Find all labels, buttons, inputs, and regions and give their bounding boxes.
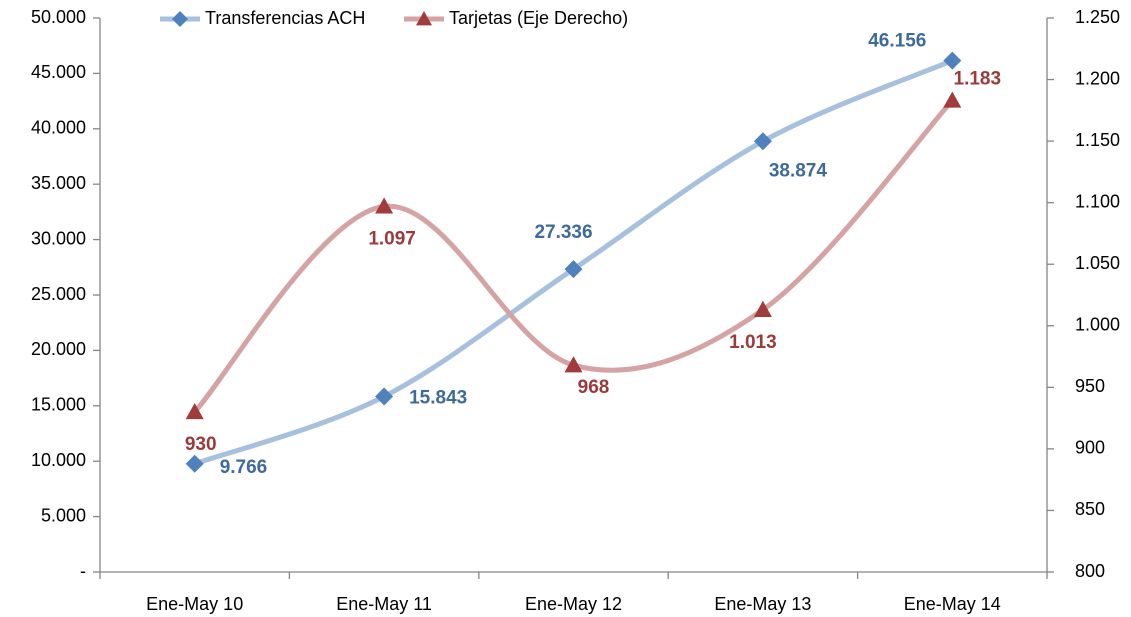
y-tick-label: 30.000 bbox=[31, 228, 86, 248]
legend-label: Transferencias ACH bbox=[205, 8, 365, 28]
y-tick-label: 40.000 bbox=[31, 118, 86, 138]
marker-diamond bbox=[943, 51, 962, 70]
y-tick-label: 35.000 bbox=[31, 173, 86, 193]
marker-triangle bbox=[416, 11, 432, 26]
y-tick-label: 5.000 bbox=[41, 505, 86, 525]
data-label: 15.843 bbox=[409, 387, 467, 408]
y-tick-label: - bbox=[80, 561, 86, 581]
marker-triangle bbox=[564, 356, 583, 373]
x-tick-label: Ene-May 12 bbox=[525, 594, 622, 614]
x-tick-label: Ene-May 11 bbox=[336, 594, 432, 614]
y2-tick-label: 1.200 bbox=[1075, 68, 1120, 88]
marker-diamond bbox=[172, 11, 188, 27]
y-tick-label: 50.000 bbox=[31, 7, 86, 27]
data-label: 1.097 bbox=[368, 228, 416, 249]
x-tick-label: Ene-May 14 bbox=[904, 594, 1001, 614]
data-label: 968 bbox=[578, 377, 610, 398]
data-label: 38.874 bbox=[769, 160, 828, 181]
marker-diamond bbox=[564, 260, 583, 279]
marker-triangle bbox=[185, 402, 204, 420]
data-label: 1.013 bbox=[729, 332, 777, 353]
y2-tick-label: 1.000 bbox=[1075, 315, 1120, 335]
marker-diamond bbox=[375, 387, 394, 406]
y2-tick-label: 1.100 bbox=[1075, 191, 1120, 211]
y2-tick-label: 1.150 bbox=[1075, 130, 1120, 150]
y-tick-label: 10.000 bbox=[31, 450, 86, 470]
y2-tick-label: 800 bbox=[1075, 561, 1105, 581]
legend-label: Tarjetas (Eje Derecho) bbox=[449, 8, 628, 28]
marker-triangle bbox=[943, 91, 962, 108]
x-tick-label: Ene-May 10 bbox=[146, 594, 243, 614]
y-tick-label: 25.000 bbox=[31, 284, 86, 304]
marker-triangle bbox=[375, 197, 394, 214]
y-tick-label: 45.000 bbox=[31, 62, 86, 82]
y2-tick-label: 900 bbox=[1075, 438, 1105, 458]
y2-tick-label: 850 bbox=[1075, 499, 1105, 519]
y-tick-label: 20.000 bbox=[31, 339, 86, 359]
y2-tick-label: 1.250 bbox=[1075, 7, 1120, 27]
y2-tick-label: 1.050 bbox=[1075, 253, 1120, 273]
data-label: 930 bbox=[185, 434, 217, 455]
data-label: 46.156 bbox=[868, 31, 926, 52]
x-tick-label: Ene-May 13 bbox=[714, 594, 811, 614]
data-label: 1.183 bbox=[954, 69, 1002, 90]
data-label: 9.766 bbox=[220, 457, 268, 478]
marker-triangle bbox=[753, 300, 772, 317]
data-label: 27.336 bbox=[534, 222, 592, 243]
y2-tick-label: 950 bbox=[1075, 376, 1105, 396]
series-line bbox=[192, 97, 955, 415]
marker-diamond bbox=[753, 132, 772, 151]
marker-diamond bbox=[185, 454, 204, 473]
y-tick-label: 15.000 bbox=[31, 395, 86, 415]
